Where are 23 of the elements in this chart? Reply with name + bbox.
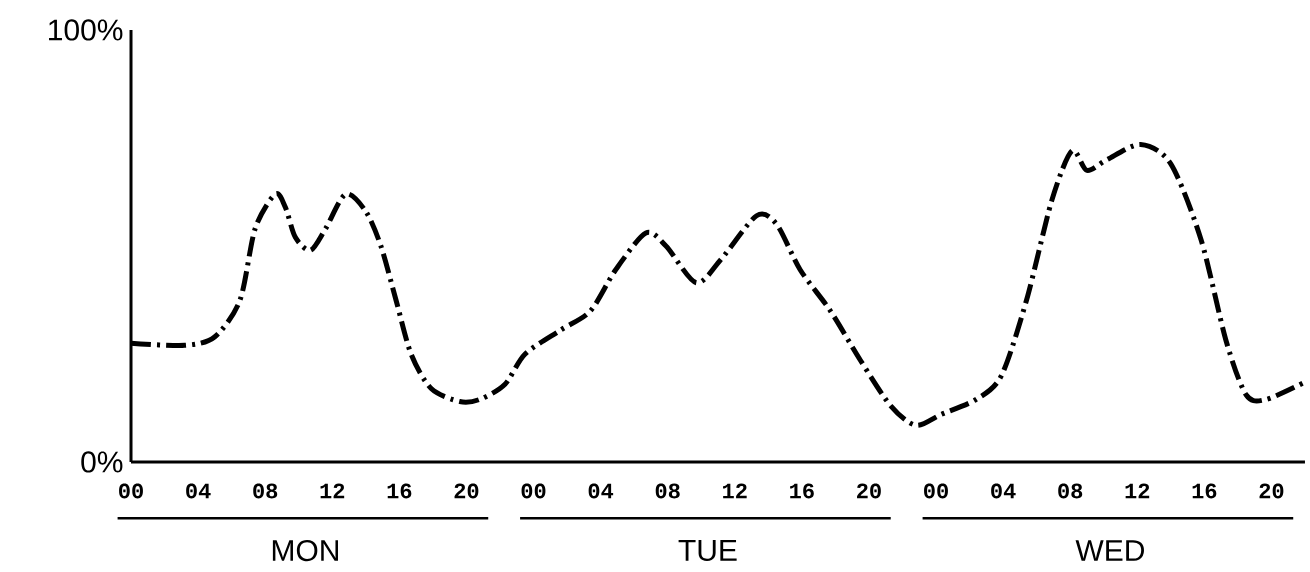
y-tick-label: 100% xyxy=(49,19,123,41)
x-tick-label: 00 xyxy=(521,483,546,499)
x-tick-label: 20 xyxy=(857,483,881,499)
x-tick-label: 04 xyxy=(186,483,211,499)
x-tick-label: 16 xyxy=(1192,483,1217,499)
text: MON xyxy=(272,539,338,562)
text: TUE xyxy=(678,540,737,562)
x-tick-label: 08 xyxy=(1058,483,1083,499)
x-tick-label: 00 xyxy=(924,483,948,499)
x-tick-label: 12 xyxy=(723,483,747,499)
x-tick-label: 00 xyxy=(119,483,143,499)
x-tick-label: 08 xyxy=(655,483,680,499)
x-tick-label: 04 xyxy=(991,483,1016,499)
x-tick-label: 04 xyxy=(588,483,614,499)
x-tick-label: 16 xyxy=(790,483,814,499)
x-tick-label: 20 xyxy=(454,483,479,499)
y-tick-label: 0% xyxy=(81,451,123,473)
x-tick-label: 12 xyxy=(320,483,345,499)
x-tick-label: 16 xyxy=(387,483,412,499)
text: WED xyxy=(1075,540,1144,561)
x-tick-label: 12 xyxy=(1125,483,1150,499)
x-tick-label: 20 xyxy=(1259,483,1284,499)
x-tick-label: 08 xyxy=(253,483,278,499)
